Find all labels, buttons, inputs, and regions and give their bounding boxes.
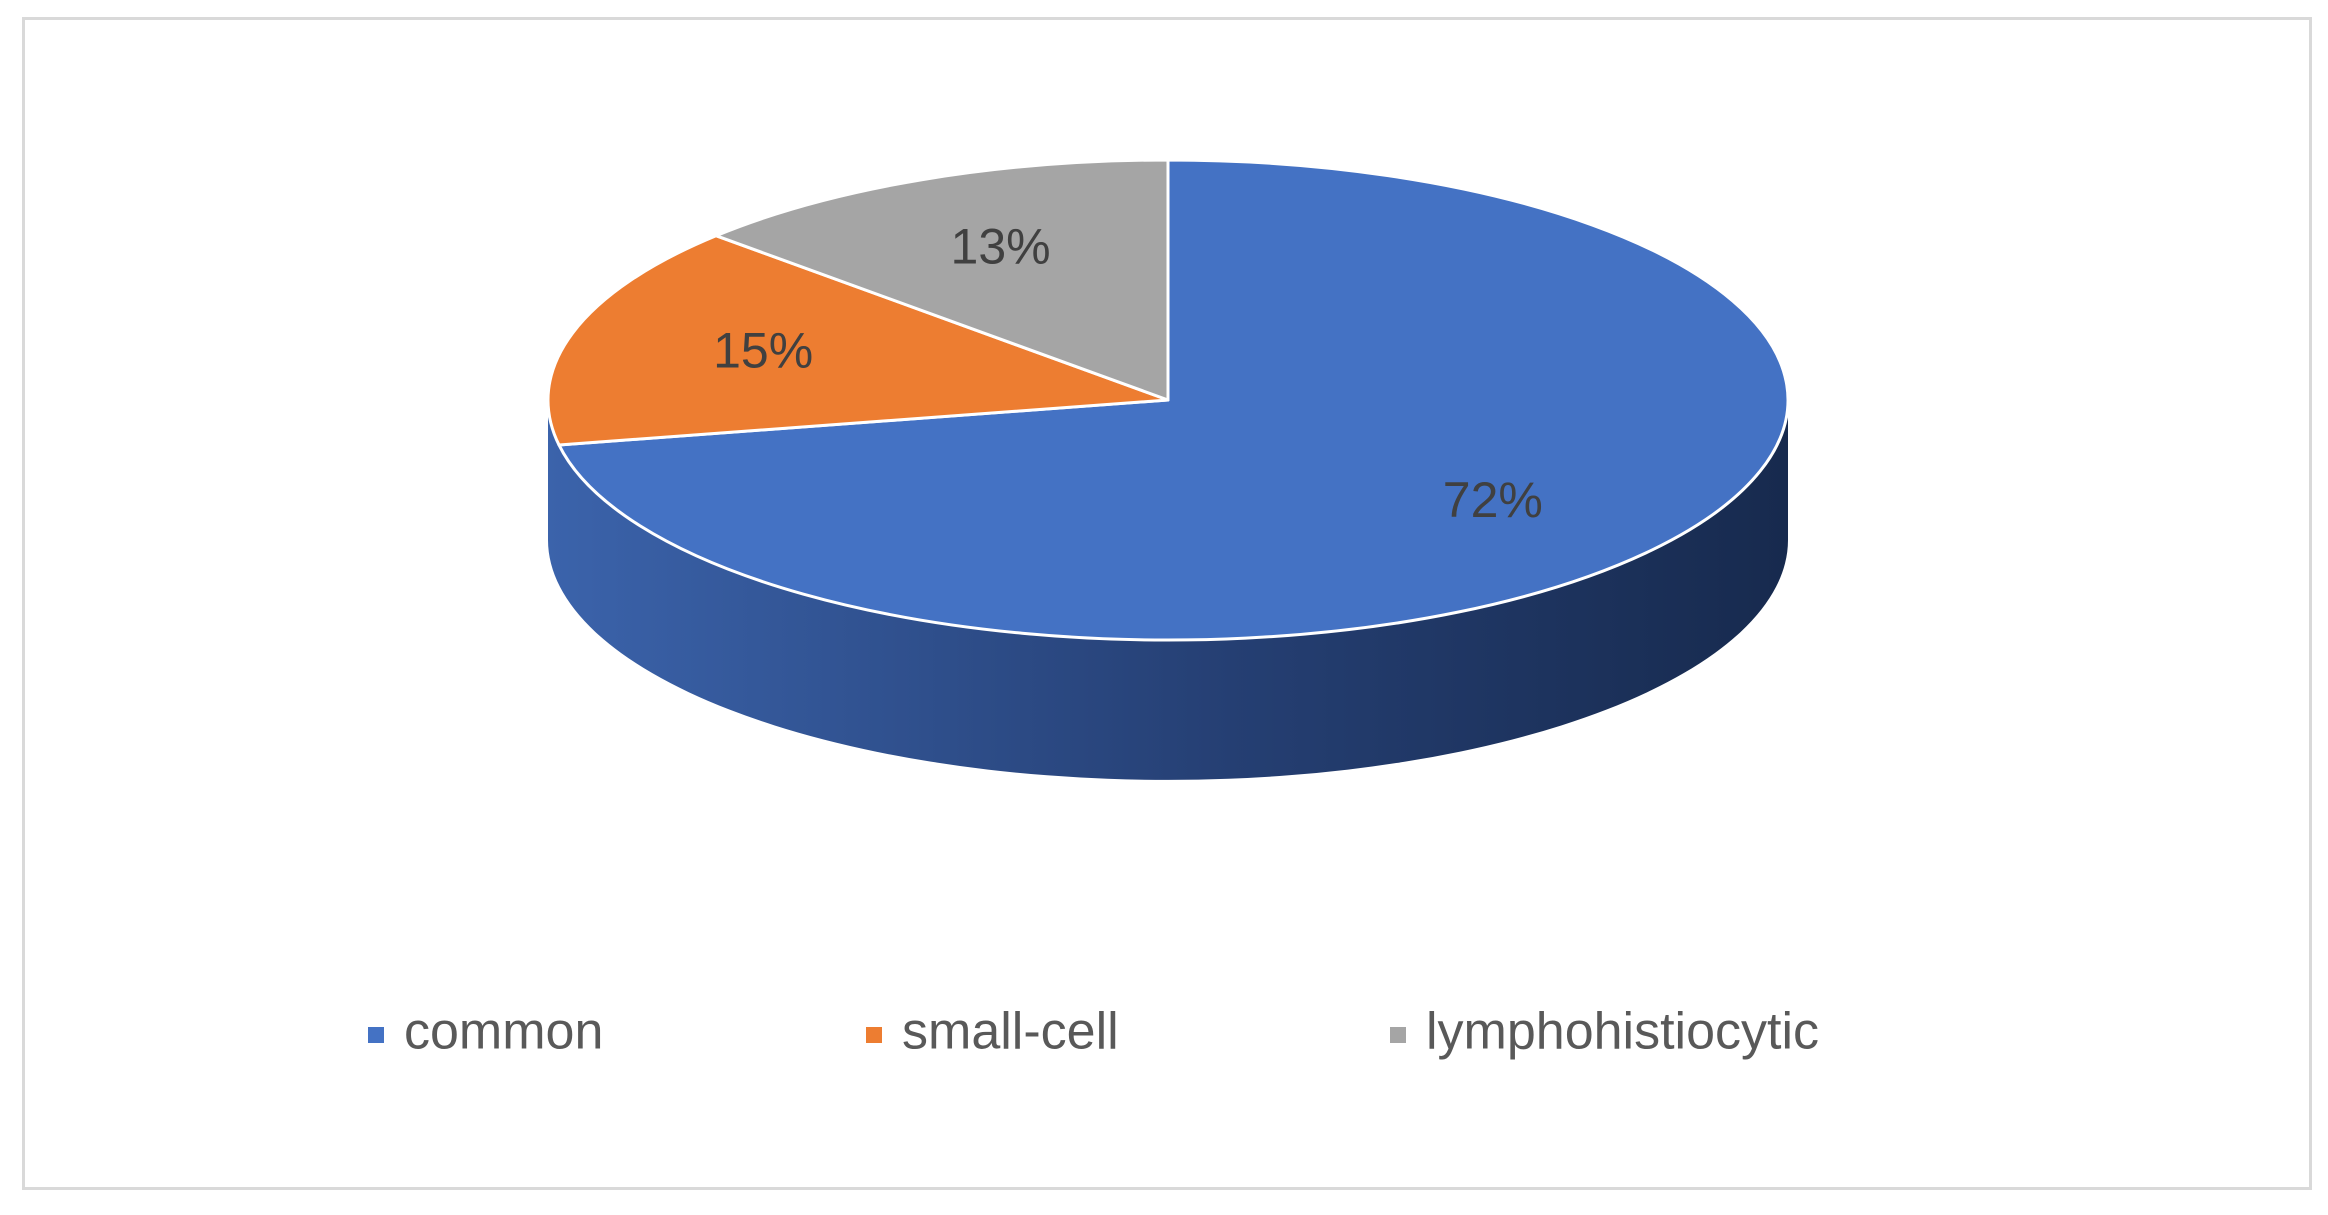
legend-swatch-small-cell: [866, 1027, 882, 1043]
legend-item-small-cell: small-cell: [866, 1003, 1119, 1061]
pie-side-walls: [548, 400, 1788, 780]
data-label-common: 72%: [1443, 472, 1543, 528]
pie-side-wall: [548, 400, 1788, 780]
pie-slices: [546, 158, 1790, 642]
legend-label-small-cell: small-cell: [902, 1003, 1119, 1061]
pie-slice-common: [557, 158, 1790, 642]
legend-item-lymphohistiocytic: lymphohistiocytic: [1390, 1003, 1819, 1061]
legend-swatch-common: [368, 1027, 384, 1043]
chart-legend: common small-cell lymphohistiocytic: [368, 1003, 1819, 1061]
pie-slice-lymphohistiocytic: [714, 158, 1170, 402]
legend-label-lymphohistiocytic: lymphohistiocytic: [1426, 1003, 1819, 1061]
pie-data-labels: 72% 15% 13%: [713, 218, 1543, 528]
data-label-lymphohistiocytic: 13%: [951, 218, 1051, 274]
data-label-small-cell: 15%: [713, 323, 813, 379]
legend-swatch-lymphohistiocytic: [1390, 1027, 1406, 1043]
legend-item-common: common: [368, 1003, 603, 1061]
legend-label-common: common: [404, 1003, 603, 1061]
pie-slice-small-cell: [546, 234, 1170, 447]
